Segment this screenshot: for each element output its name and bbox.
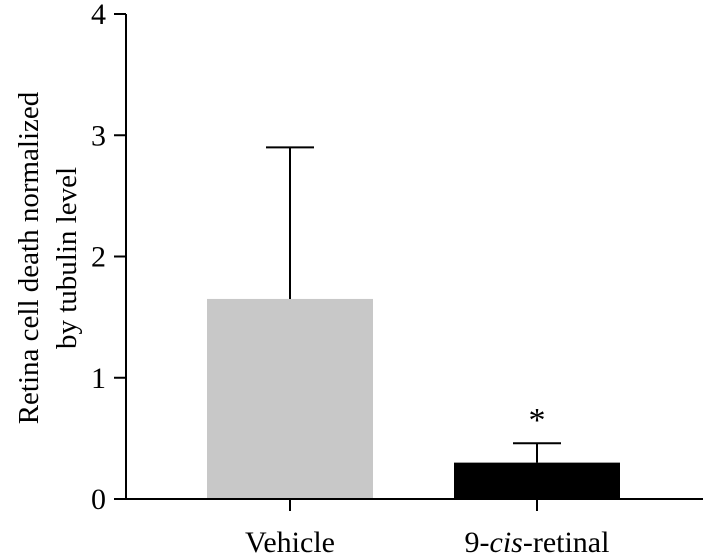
x-axis: Vehicle 9-cis-retinal [126,498,703,554]
significance-annotation-1: * [529,402,546,439]
y-tick-label-4: 4 [91,0,106,31]
bar-0 [207,298,373,499]
y-tick-label-3: 3 [91,119,106,152]
x-category-label-0: Vehicle [245,526,335,554]
y-tick-label-1: 1 [91,362,106,395]
y-axis-title-line-0: Retina cell death normalized [13,91,45,424]
y-tick-label-2: 2 [91,241,106,274]
y-axis: 0 1 2 3 4 [91,0,127,516]
y-axis-title: Retina cell death normalized by tubulin l… [13,91,83,424]
bar-1 [454,462,620,499]
y-tick-label-0: 0 [91,483,106,516]
bars: * [207,146,620,499]
x-category-label-1: 9-cis-retinal [465,526,610,554]
y-axis-title-line-1: by tubulin level [51,167,83,349]
